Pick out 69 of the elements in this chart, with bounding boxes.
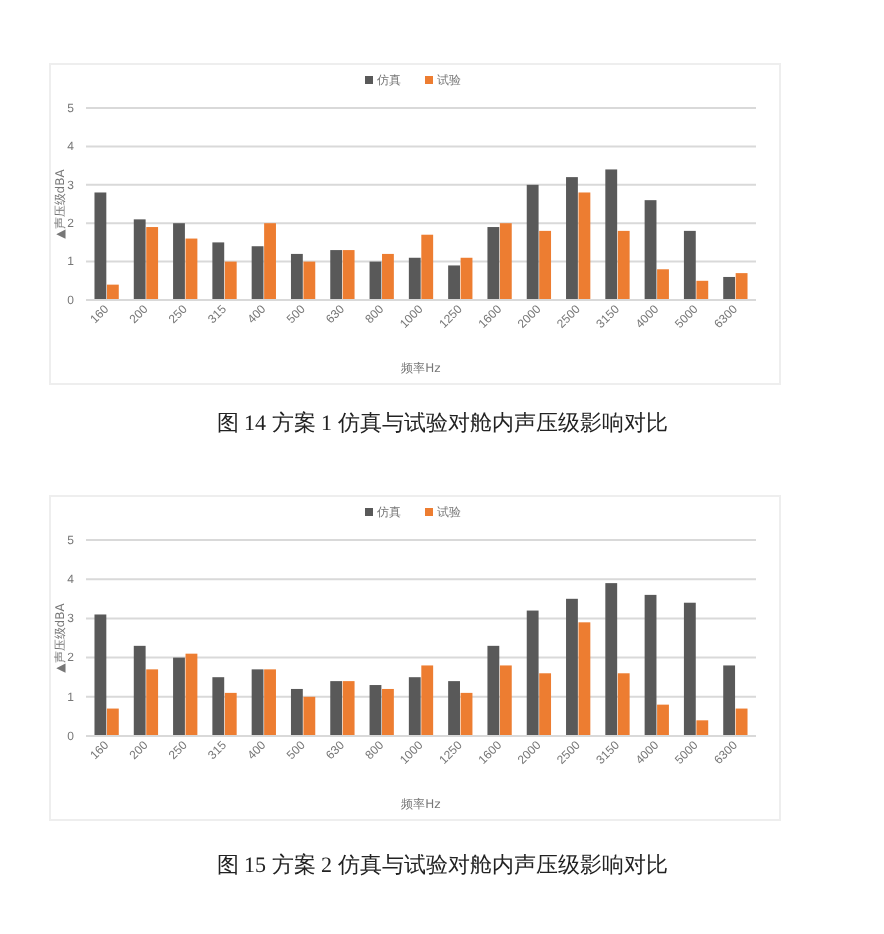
bar: [251, 246, 264, 300]
bar: [303, 261, 316, 300]
bar: [146, 227, 159, 300]
bar: [94, 192, 107, 300]
bar: [133, 645, 146, 736]
bar: [224, 261, 237, 300]
bar: [696, 720, 709, 736]
bar: [94, 614, 107, 736]
bar: [146, 669, 159, 736]
bar: [421, 234, 434, 300]
bar: [448, 681, 460, 736]
bar: [106, 708, 119, 736]
bar: [185, 653, 198, 736]
bar: [696, 280, 709, 300]
bar: [605, 583, 618, 736]
bar: [330, 681, 343, 736]
bar: [735, 273, 748, 300]
bar: [173, 657, 185, 736]
bar: [382, 688, 394, 736]
bar: [448, 265, 460, 300]
bar: [657, 269, 669, 300]
bar: [185, 238, 198, 300]
bar: [460, 692, 473, 736]
bar: [526, 610, 539, 736]
bar: [264, 669, 276, 736]
bar: [303, 696, 316, 736]
bar: [499, 665, 512, 736]
bar: [683, 602, 696, 736]
bar: [499, 223, 512, 300]
bar: [617, 230, 630, 300]
bar: [617, 673, 630, 736]
bar: [382, 253, 394, 300]
bar: [342, 250, 355, 300]
bar: [605, 169, 618, 300]
bar: [735, 708, 748, 736]
text: 图 14 方案 1 仿真与试验对舱内声压级影响对比: [216, 410, 668, 436]
bar: [173, 223, 185, 300]
bar: [408, 257, 421, 300]
bar: [106, 284, 119, 300]
bar: [566, 177, 578, 300]
bar: [526, 184, 539, 300]
bar: [644, 200, 657, 300]
bar: [539, 673, 552, 736]
bar: [251, 669, 264, 736]
bar: [342, 681, 355, 736]
bar: [723, 665, 736, 736]
bar: [460, 257, 473, 300]
bar: [578, 622, 591, 736]
bar: [133, 219, 146, 300]
bar: [487, 227, 500, 300]
bar: [539, 230, 552, 300]
bar: [290, 253, 303, 300]
bar: [723, 276, 736, 300]
bar: [657, 704, 669, 736]
bar: [408, 677, 421, 736]
bar: [264, 223, 276, 300]
bar: [369, 685, 382, 736]
bar: [290, 688, 303, 736]
bar: [330, 250, 343, 300]
bar: [212, 677, 225, 736]
text: 图 15 方案 2 仿真与试验对舱内声压级影响对比: [216, 852, 668, 878]
bar: [683, 230, 696, 300]
bar: [224, 692, 237, 736]
bar: [578, 192, 591, 300]
bar: [421, 665, 434, 736]
bar: [212, 242, 225, 300]
bar: [644, 594, 657, 736]
bar: [487, 645, 500, 736]
bar: [566, 598, 578, 736]
